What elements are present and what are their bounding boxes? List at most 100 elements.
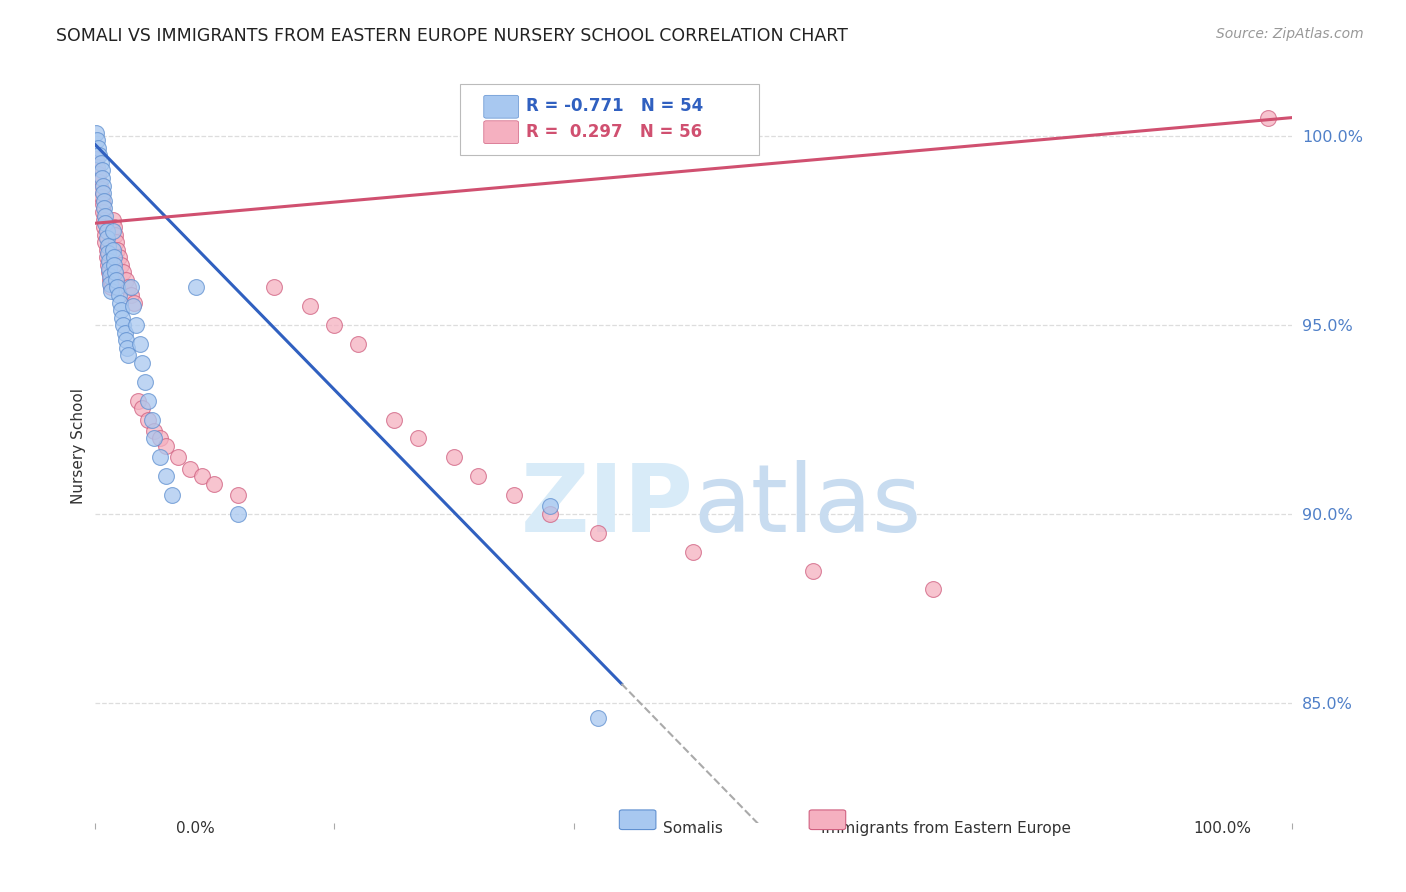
- Point: [167, 450, 190, 465]
- Point: [93, 194, 115, 208]
- Point: [263, 280, 285, 294]
- Point: [443, 450, 465, 465]
- Text: Source: ZipAtlas.com: Source: ZipAtlas.com: [1216, 27, 1364, 41]
- Point: [101, 243, 124, 257]
- Point: [122, 295, 145, 310]
- Point: [226, 488, 249, 502]
- Point: [120, 280, 142, 294]
- Point: [143, 432, 166, 446]
- Point: [90, 182, 112, 196]
- Point: [96, 250, 118, 264]
- Point: [112, 318, 135, 333]
- Point: [922, 582, 945, 597]
- Point: [112, 265, 135, 279]
- Point: [682, 544, 704, 558]
- Point: [801, 564, 824, 578]
- Point: [87, 141, 110, 155]
- Point: [143, 424, 166, 438]
- Point: [155, 439, 177, 453]
- Point: [179, 461, 201, 475]
- Point: [538, 507, 561, 521]
- Point: [125, 318, 148, 333]
- Point: [90, 163, 112, 178]
- Point: [107, 250, 129, 264]
- Point: [127, 393, 149, 408]
- Point: [94, 216, 117, 230]
- Point: [104, 265, 127, 279]
- Point: [162, 488, 184, 502]
- Point: [538, 500, 561, 514]
- FancyBboxPatch shape: [460, 84, 759, 155]
- Text: atlas: atlas: [693, 460, 921, 552]
- Text: 0.0%: 0.0%: [176, 821, 215, 836]
- Point: [91, 205, 114, 219]
- Point: [149, 450, 172, 465]
- Point: [105, 273, 128, 287]
- Point: [202, 476, 225, 491]
- Point: [86, 160, 108, 174]
- Point: [97, 246, 120, 260]
- Point: [131, 356, 153, 370]
- Point: [97, 254, 120, 268]
- Point: [115, 341, 138, 355]
- Point: [96, 243, 118, 257]
- Point: [1257, 111, 1279, 125]
- Point: [96, 224, 118, 238]
- Point: [91, 178, 114, 193]
- Point: [347, 337, 370, 351]
- Point: [467, 469, 489, 483]
- Point: [101, 212, 124, 227]
- FancyBboxPatch shape: [484, 95, 519, 118]
- Point: [586, 525, 609, 540]
- Point: [134, 375, 156, 389]
- Point: [105, 235, 128, 249]
- Point: [226, 507, 249, 521]
- Text: R = -0.771   N = 54: R = -0.771 N = 54: [526, 97, 703, 115]
- Point: [138, 412, 160, 426]
- Point: [91, 197, 114, 211]
- Point: [84, 126, 107, 140]
- Point: [191, 469, 214, 483]
- FancyBboxPatch shape: [484, 120, 519, 144]
- Text: R =  0.297   N = 56: R = 0.297 N = 56: [526, 123, 702, 141]
- Point: [86, 133, 108, 147]
- Point: [155, 469, 177, 483]
- Point: [98, 269, 121, 284]
- Point: [103, 258, 125, 272]
- Point: [122, 299, 145, 313]
- Text: Immigrants from Eastern Europe: Immigrants from Eastern Europe: [821, 821, 1070, 836]
- Point: [89, 148, 111, 162]
- Point: [114, 273, 136, 287]
- Text: Somalis: Somalis: [662, 821, 723, 836]
- Point: [93, 220, 115, 235]
- Point: [105, 280, 128, 294]
- Text: 100.0%: 100.0%: [1194, 821, 1251, 836]
- Point: [110, 258, 132, 272]
- Point: [110, 303, 132, 318]
- Point: [120, 288, 142, 302]
- Point: [323, 318, 346, 333]
- Point: [107, 288, 129, 302]
- Point: [114, 326, 136, 340]
- Point: [108, 295, 131, 310]
- Point: [94, 235, 117, 249]
- Point: [117, 348, 139, 362]
- Point: [98, 277, 121, 291]
- Text: SOMALI VS IMMIGRANTS FROM EASTERN EUROPE NURSERY SCHOOL CORRELATION CHART: SOMALI VS IMMIGRANTS FROM EASTERN EUROPE…: [56, 27, 848, 45]
- Point: [91, 186, 114, 200]
- Point: [586, 711, 609, 725]
- Point: [96, 231, 118, 245]
- Point: [502, 488, 524, 502]
- Point: [129, 337, 152, 351]
- Text: ZIP: ZIP: [520, 460, 693, 552]
- Point: [97, 265, 120, 279]
- Y-axis label: Nursery School: Nursery School: [72, 388, 86, 504]
- Point: [111, 310, 134, 325]
- Point: [186, 280, 208, 294]
- Point: [138, 393, 160, 408]
- Point: [103, 220, 125, 235]
- Point: [100, 284, 122, 298]
- Point: [103, 250, 125, 264]
- Point: [94, 227, 117, 242]
- Point: [141, 412, 163, 426]
